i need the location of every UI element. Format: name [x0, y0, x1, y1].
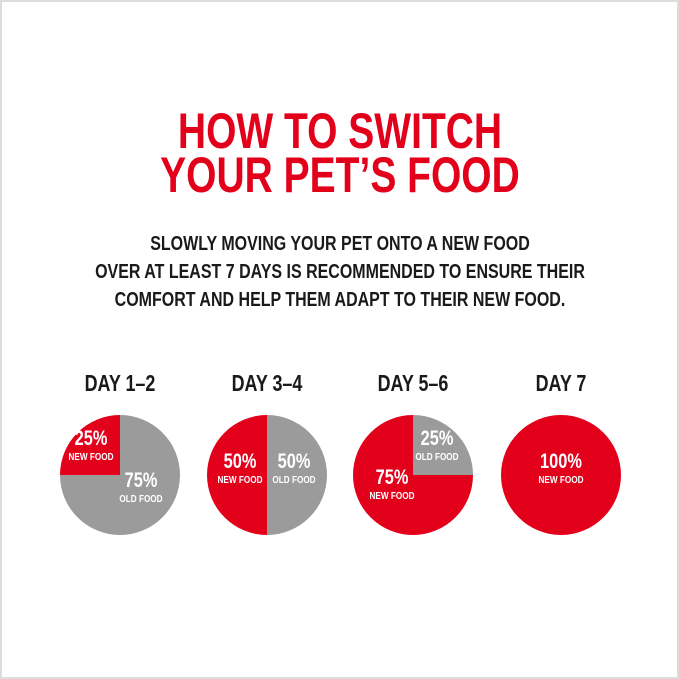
slice-percent-label: 75%	[125, 468, 158, 491]
slice-category-label: OLD FOOD	[272, 473, 315, 485]
slice-category-label: NEW FOOD	[370, 489, 415, 501]
pie-slice-old-food	[60, 415, 180, 535]
slice-percent-label: 75%	[376, 465, 409, 488]
subtitle-line-1: SLOWLY MOVING YOUR PET ONTO A NEW FOOD	[150, 232, 530, 254]
pie-slice-old-food	[267, 415, 327, 535]
pie-title: DAY 7	[536, 371, 587, 397]
title-line-1: HOW TO SWITCH	[178, 102, 502, 159]
pie-slice-new-food	[207, 415, 267, 535]
slice-percent-label: 25%	[75, 426, 108, 449]
subtitle-line-2: OVER AT LEAST 7 DAYS IS RECOMMENDED TO E…	[95, 260, 585, 282]
title-line-2: YOUR PET’S FOOD	[160, 146, 520, 203]
subtitle-line-3: COMFORT AND HELP THEM ADAPT TO THEIR NEW…	[115, 288, 566, 310]
slice-percent-label: 100%	[540, 449, 582, 472]
pie-slice-new-food	[60, 415, 120, 475]
slice-category-label: NEW FOOD	[539, 473, 584, 485]
slice-category-label: NEW FOOD	[69, 450, 114, 462]
slice-category-label: OLD FOOD	[415, 450, 458, 462]
slice-percent-label: 50%	[278, 449, 311, 472]
pie-chart-1: DAY 1–2 25%NEW FOOD 75%OLD FOOD	[60, 371, 180, 535]
pie-title: DAY 1–2	[85, 371, 156, 397]
pie-title: DAY 5–6	[378, 371, 449, 397]
pie-slice-old-food	[413, 415, 473, 475]
slice-percent-label: 50%	[224, 449, 257, 472]
pie-chart-3: DAY 5–6 75%NEW FOOD 25%OLD FOOD	[353, 371, 473, 535]
pie-title: DAY 3–4	[232, 371, 303, 397]
slice-percent-label: 25%	[421, 426, 454, 449]
slice-category-label: OLD FOOD	[119, 492, 162, 504]
pie-chart-4: DAY 7 100%NEW FOOD	[501, 371, 621, 535]
pie-slice-new-food	[501, 415, 621, 535]
slice-category-label: NEW FOOD	[218, 473, 263, 485]
